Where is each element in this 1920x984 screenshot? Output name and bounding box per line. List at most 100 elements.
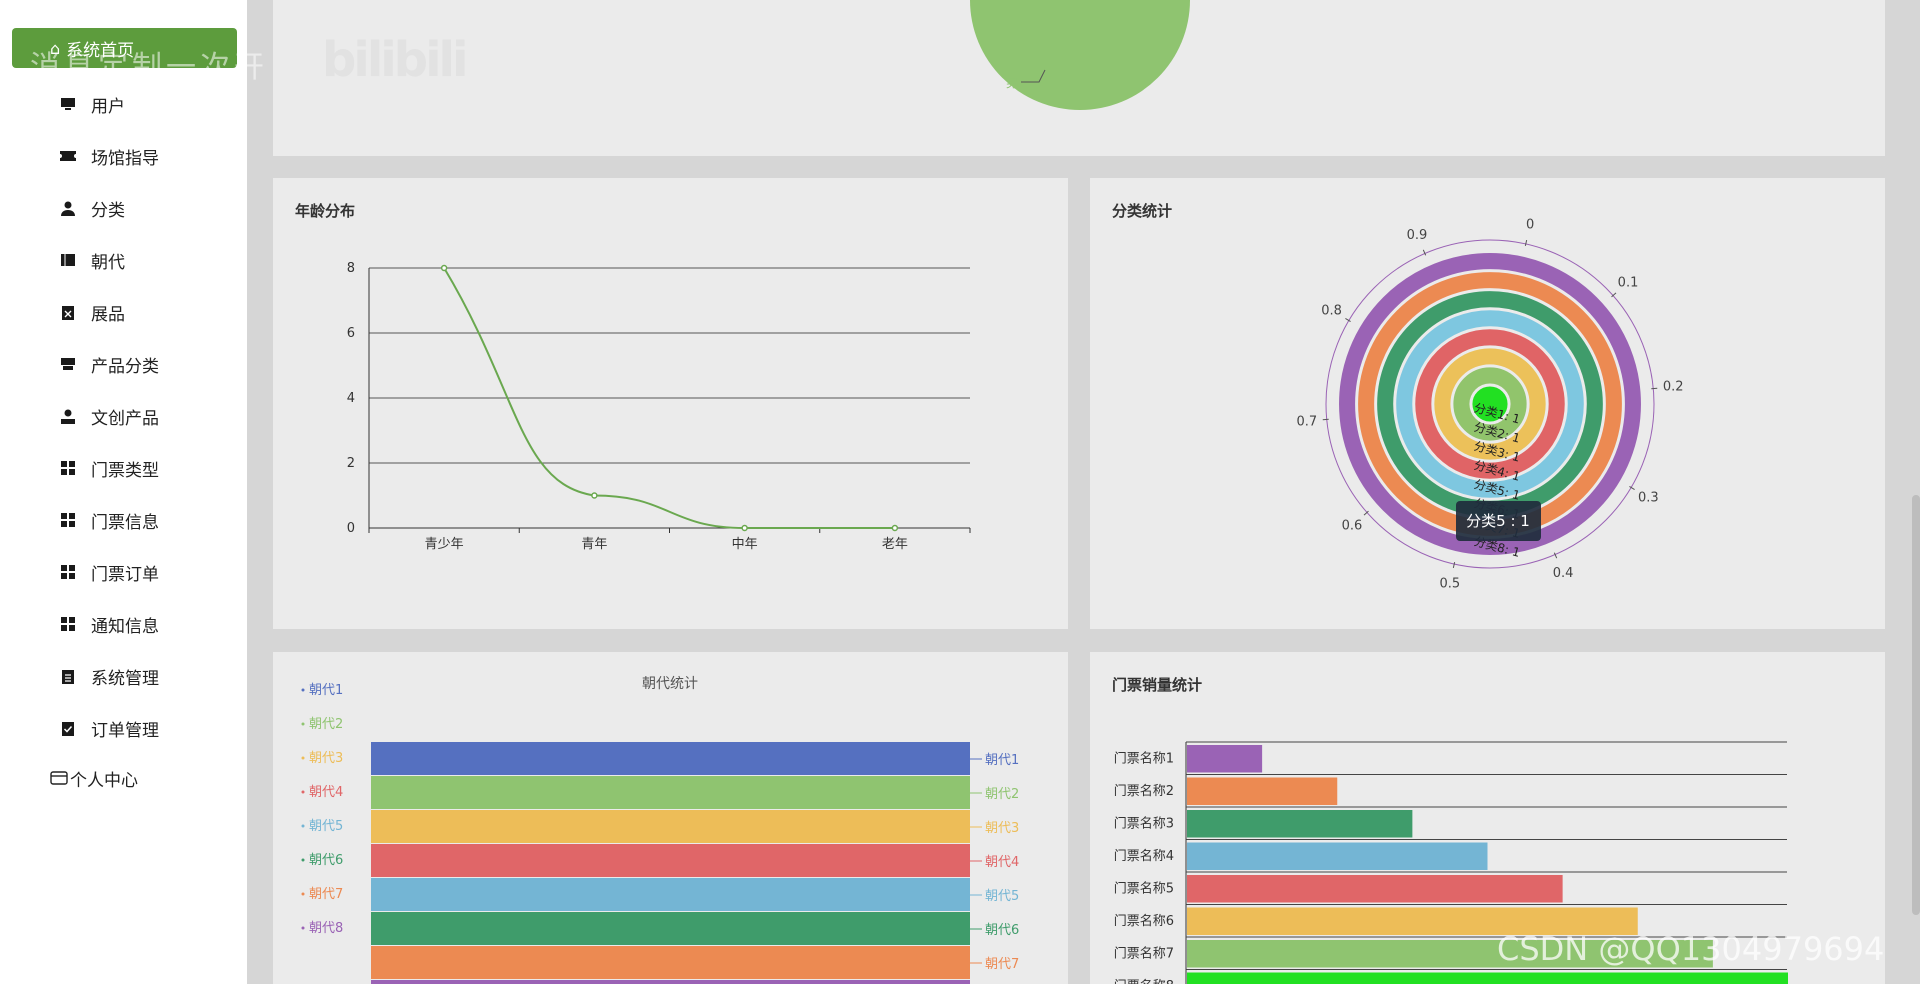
bar-门票名称4[interactable]	[1187, 842, 1488, 871]
sidebar-item-7[interactable]: 文创产品	[0, 396, 247, 436]
chart-tooltip: 分类5 : 1	[1456, 501, 1541, 541]
sidebar-item-2[interactable]: 场馆指导	[0, 136, 247, 176]
sidebar-item-personal[interactable]: 个人中心	[0, 758, 247, 798]
sidebar-item-label: 分类	[91, 200, 125, 221]
age-line-chart: 0 2 4 6 8 青少年 青年 中年 老年	[347, 261, 971, 552]
pie-label-line	[1021, 69, 1046, 83]
funnel-segment-朝代6[interactable]	[371, 912, 970, 945]
funnel-segment-朝代1[interactable]	[371, 742, 970, 775]
angle-tick	[1345, 318, 1351, 322]
sidebar: ⌂ 系统首页 用户场馆指导分类朝代展品产品分类文创产品门票类型门票信息门票订单通…	[0, 0, 247, 984]
y-tick-label: 门票名称2	[1114, 783, 1174, 799]
y-tick-label: 门票名称7	[1114, 945, 1174, 961]
legend-dot[interactable]	[301, 824, 305, 828]
funnel-segment-朝代5[interactable]	[371, 878, 970, 911]
shop-icon	[59, 355, 77, 373]
legend-item[interactable]: 朝代1	[309, 683, 343, 698]
user-card-icon	[59, 407, 77, 425]
bar-门票名称2[interactable]	[1187, 777, 1338, 806]
pie-slice-male[interactable]	[970, 0, 1190, 110]
bar-门票名称5[interactable]	[1187, 875, 1563, 903]
angle-tick-label: 0.2	[1663, 380, 1684, 395]
angle-tick-label: 0.8	[1321, 303, 1342, 318]
bar-门票名称3[interactable]	[1187, 810, 1413, 838]
sidebar-item-6[interactable]: 产品分类	[0, 344, 247, 384]
legend-dot[interactable]	[301, 790, 305, 794]
bar-门票名称1[interactable]	[1187, 745, 1263, 773]
data-point[interactable]	[741, 524, 748, 532]
tooltip-box	[1456, 501, 1541, 541]
data-point[interactable]	[440, 264, 448, 272]
legend-item[interactable]: 朝代3	[309, 751, 343, 766]
sidebar-item-5[interactable]: 展品	[0, 292, 247, 332]
ticket-sales-panel: 门票销量统计 门票名称1 门票名称2 门票名称3 门票名称4 门票名称5 门票名称6 门票名…	[1090, 652, 1885, 984]
bilibili-logo: bilibili	[322, 32, 468, 88]
sidebar-item-3[interactable]: 分类	[0, 188, 247, 228]
y-tick-label: 门票名称8	[1114, 978, 1174, 984]
legend-dot[interactable]	[301, 756, 305, 760]
sidebar-item-10[interactable]: 门票订单	[0, 552, 247, 592]
legend-dot[interactable]	[301, 858, 305, 862]
monitor-icon	[59, 95, 77, 113]
angle-tick-label: 0.4	[1553, 566, 1574, 581]
gender-pie-panel: 男	[273, 0, 1885, 156]
sidebar-item-label: 朝代	[91, 252, 125, 273]
legend-item[interactable]: 朝代8	[309, 921, 343, 936]
sidebar-item-9[interactable]: 门票信息	[0, 500, 247, 540]
data-point[interactable]	[891, 524, 899, 532]
sidebar-item-label: 展品	[91, 304, 125, 325]
y-tick-label: 门票名称5	[1114, 880, 1174, 896]
legend-item[interactable]: 朝代5	[309, 819, 343, 834]
sidebar-item-12[interactable]: 系统管理	[0, 656, 247, 696]
legend-dot[interactable]	[301, 892, 305, 896]
y-tick-label: 6	[347, 326, 355, 341]
legend-item[interactable]: 朝代4	[309, 785, 343, 800]
sidebar-item-8[interactable]: 门票类型	[0, 448, 247, 488]
angle-tick	[1422, 249, 1427, 256]
funnel-label: 朝代2	[985, 787, 1019, 802]
id-card-icon	[50, 769, 68, 787]
legend-item[interactable]: 朝代7	[309, 887, 343, 902]
legend-dot[interactable]	[301, 926, 305, 930]
angle-tick	[1363, 510, 1369, 516]
angle-tick	[1524, 239, 1528, 247]
data-point[interactable]	[591, 492, 598, 499]
funnel-segment-朝代2[interactable]	[371, 776, 970, 809]
page-scrollbar[interactable]	[1912, 495, 1920, 915]
sidebar-item-13[interactable]: 订单管理	[0, 708, 247, 748]
angle-tick-label: 0.9	[1407, 228, 1428, 243]
angle-tick	[1651, 387, 1658, 390]
funnel-segment-朝代3[interactable]	[371, 810, 970, 843]
bar-门票名称6[interactable]	[1187, 907, 1638, 936]
funnel-label: 朝代7	[985, 957, 1019, 972]
sidebar-item-1[interactable]: 用户	[0, 84, 247, 124]
sidebar-item-home[interactable]: ⌂ 系统首页	[12, 28, 237, 68]
polar-axis-circle	[1325, 239, 1655, 569]
sidebar-item-label: 文创产品	[91, 408, 159, 429]
user-icon	[59, 199, 77, 217]
sidebar-item-4[interactable]: 朝代	[0, 240, 247, 280]
angle-tick-label: 0.6	[1342, 519, 1363, 534]
funnel-segment-朝代4[interactable]	[371, 844, 970, 877]
funnel-label: 朝代3	[985, 821, 1019, 836]
funnel-segment-朝代8[interactable]	[371, 980, 970, 984]
sidebar-item-label: 系统首页	[66, 40, 135, 61]
angle-tick	[1629, 486, 1635, 490]
video-watermark: 消息定制一次开	[30, 50, 268, 85]
grid-icon	[59, 563, 77, 581]
clipboard-list-icon	[59, 667, 77, 685]
dynasty-stats-panel: 朝代统计 朝代1 朝代1 朝代2 朝代2 朝代3 朝代3 朝代4 朝代4 朝代5 朝代5 朝代6 朝代6…	[273, 652, 1068, 984]
sidebar-item-label: 门票类型	[91, 460, 159, 481]
legend-item[interactable]: 朝代6	[309, 853, 343, 868]
age-distribution-panel: 年龄分布 0 2 4 6 8 青少年 青年 中年 老年	[273, 178, 1068, 629]
legend-dot[interactable]	[301, 688, 305, 692]
legend-dot[interactable]	[301, 722, 305, 726]
bar-门票名称8[interactable]	[1187, 972, 1788, 984]
legend-item[interactable]: 朝代2	[309, 717, 343, 732]
bar-门票名称7[interactable]	[1187, 940, 1713, 968]
y-tick-label: 8	[347, 261, 355, 276]
sidebar-item-11[interactable]: 通知信息	[0, 604, 247, 644]
funnel-segment-朝代7[interactable]	[371, 946, 970, 979]
